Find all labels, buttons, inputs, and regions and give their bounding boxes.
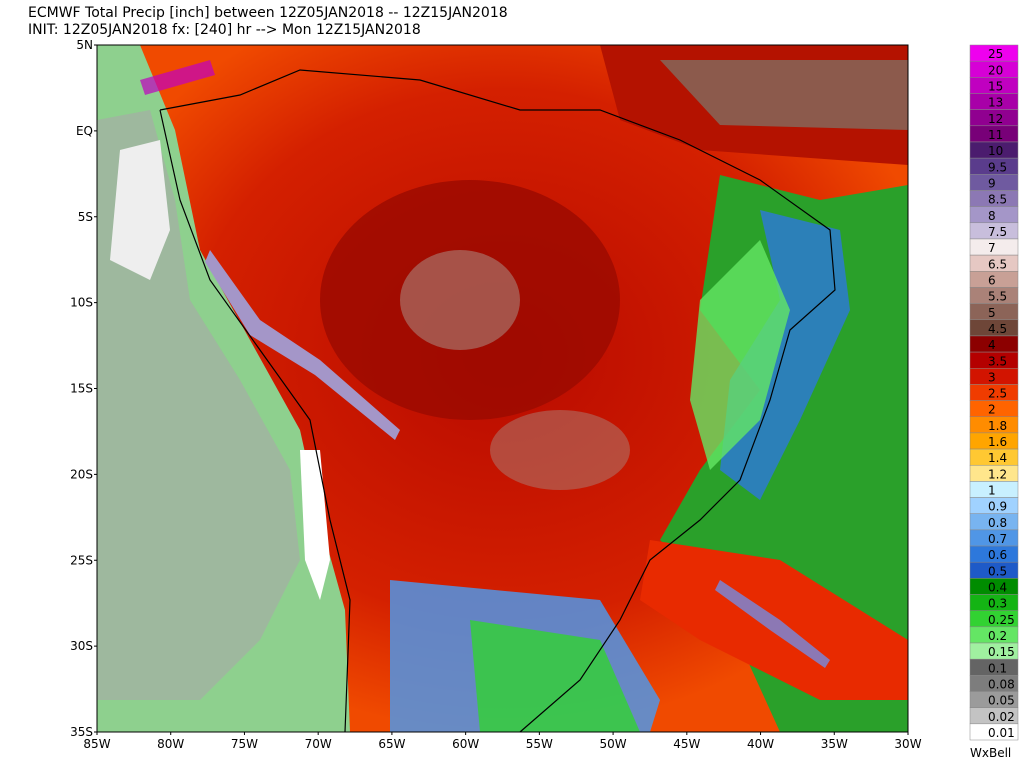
lon-label: 35W — [821, 737, 848, 751]
colorbar-swatch — [969, 723, 1019, 741]
lon-label: 60W — [452, 737, 479, 751]
lon-label: 75W — [231, 737, 258, 751]
coastline — [159, 69, 836, 733]
colorbar-label: 0.9 — [988, 500, 1007, 514]
colorbar-label: 7.5 — [988, 225, 1007, 239]
colorbar-label: 1.6 — [988, 435, 1007, 449]
colorbar-label: 0.25 — [988, 613, 1015, 627]
lat-label: 35S — [70, 725, 93, 739]
subtitle: INIT: 12Z05JAN2018 fx: [240] hr --> Mon … — [28, 22, 421, 38]
lat-label: 30S — [70, 639, 93, 653]
colorbar-label: 0.5 — [988, 564, 1007, 578]
colorbar-label: 15 — [988, 79, 1003, 93]
precip-field — [97, 45, 908, 732]
colorbar-label: 13 — [988, 96, 1003, 110]
colorbar-label: 0.15 — [988, 645, 1015, 659]
colorbar-label: 0.1 — [988, 661, 1007, 675]
lon-label: 85W — [83, 737, 110, 751]
colorbar-label: 9.5 — [988, 160, 1007, 174]
colorbar-label: 0.05 — [988, 694, 1015, 708]
colorbar-label: 10 — [988, 144, 1003, 158]
title: ECMWF Total Precip [inch] between 12Z05J… — [28, 5, 508, 21]
lon-label: 55W — [526, 737, 553, 751]
colorbar-label: 12 — [988, 112, 1003, 126]
lat-label: 20S — [70, 467, 93, 481]
colorbar-label: 0.3 — [988, 597, 1007, 611]
colorbar-label: 3.5 — [988, 354, 1007, 368]
lon-label: 70W — [305, 737, 332, 751]
lon-label: 50W — [600, 737, 627, 751]
colorbar-label: 5.5 — [988, 290, 1007, 304]
colorbar-label: 0.02 — [988, 710, 1015, 724]
lon-label: 65W — [378, 737, 405, 751]
colorbar-label: 5 — [988, 306, 996, 320]
colorbar-label: 0.7 — [988, 532, 1007, 546]
colorbar-label: 1.4 — [988, 451, 1007, 465]
logo: WxBell — [970, 746, 1011, 760]
colorbar-label: 0.4 — [988, 581, 1007, 595]
colorbar-label: 0.01 — [988, 726, 1015, 740]
colorbar-label: 1.2 — [988, 467, 1007, 481]
lat-label: 25S — [70, 553, 93, 567]
lon-label: 30W — [894, 737, 921, 751]
colorbar-label: 20 — [988, 63, 1003, 77]
colorbar-label: 7 — [988, 241, 996, 255]
colorbar-label: 0.2 — [988, 629, 1007, 643]
colorbar-label: 8.5 — [988, 193, 1007, 207]
colorbar-label: 1.8 — [988, 419, 1007, 433]
colorbar-label: 3 — [988, 370, 996, 384]
colorbar-label: 9 — [988, 176, 996, 190]
lat-label: 5S — [78, 210, 93, 224]
lon-label: 45W — [673, 737, 700, 751]
colorbar-label: 1 — [988, 484, 996, 498]
colorbar-label: 6 — [988, 273, 996, 287]
colorbar-label: 4 — [988, 338, 996, 352]
colorbar-label: 8 — [988, 209, 996, 223]
colorbar-label: 2.5 — [988, 387, 1007, 401]
colorbar-label: 4.5 — [988, 322, 1007, 336]
lon-label: 80W — [157, 737, 184, 751]
colorbar-label: 2 — [988, 403, 996, 417]
colorbar-label: 0.08 — [988, 678, 1015, 692]
colorbar-label: 6.5 — [988, 257, 1007, 271]
colorbar-label: 11 — [988, 128, 1003, 142]
colorbar-label: 0.8 — [988, 516, 1007, 530]
colorbar-label: 0.6 — [988, 548, 1007, 562]
lat-label: EQ — [76, 124, 93, 138]
colorbar-label: 25 — [988, 47, 1003, 61]
lon-label: 40W — [747, 737, 774, 751]
lat-label: 15S — [70, 382, 93, 396]
lat-label: 10S — [70, 296, 93, 310]
lat-label: 5N — [76, 38, 93, 52]
